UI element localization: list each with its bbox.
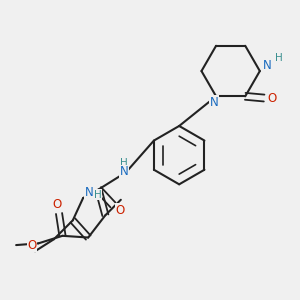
Text: N: N <box>85 186 94 200</box>
Text: N: N <box>120 165 129 178</box>
Text: O: O <box>53 198 62 212</box>
Text: O: O <box>115 204 124 217</box>
Text: H: H <box>275 53 283 63</box>
Text: H: H <box>94 190 101 200</box>
Text: O: O <box>28 238 37 252</box>
Text: N: N <box>263 59 272 72</box>
Text: N: N <box>210 96 219 109</box>
Text: H: H <box>120 158 128 168</box>
Text: O: O <box>267 92 276 104</box>
